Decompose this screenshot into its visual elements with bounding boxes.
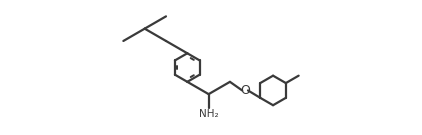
Text: NH₂: NH₂ bbox=[199, 109, 219, 119]
Text: O: O bbox=[240, 84, 250, 97]
